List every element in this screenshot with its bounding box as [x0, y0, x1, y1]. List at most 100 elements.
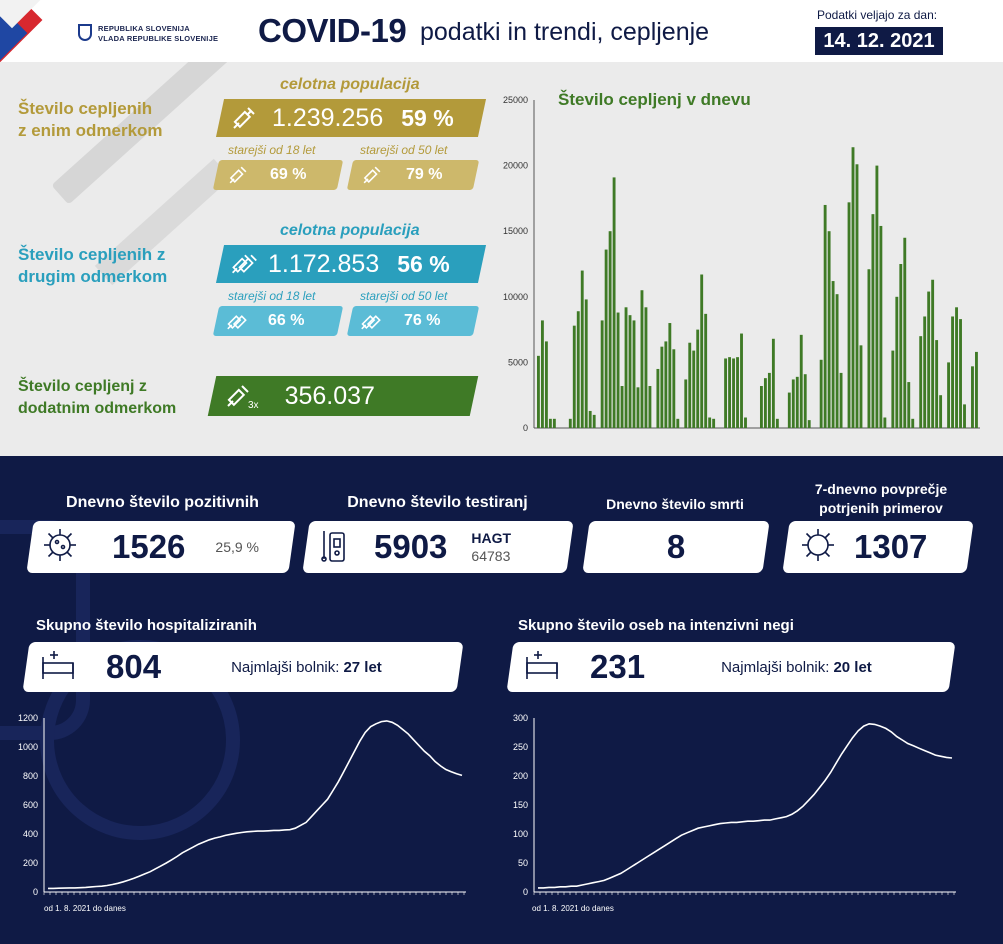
- vaccination-bar: [871, 214, 875, 428]
- vaccination-bar: [612, 177, 616, 428]
- booster-title-line1: Število cepljenj z: [18, 378, 147, 395]
- vaccination-bar: [568, 418, 572, 428]
- first-dose-age50-label: starejši od 50 let: [360, 143, 448, 157]
- vaccination-bar: [795, 376, 799, 428]
- y-tick-label: 200: [23, 858, 38, 868]
- y-tick-label: 250: [513, 742, 528, 752]
- y-tick-label: 0: [33, 887, 38, 897]
- vaccination-bar: [608, 231, 612, 428]
- vaccination-bar: [839, 372, 843, 428]
- vaccination-bar: [923, 316, 927, 428]
- vaccination-bar: [763, 378, 767, 428]
- vaccination-bar: [955, 307, 958, 428]
- y-tick-label: 300: [513, 713, 528, 723]
- second-dose-title-line2: drugim odmerkom: [18, 267, 168, 286]
- vaccination-bar: [819, 359, 823, 428]
- test-kit-icon: [318, 527, 348, 568]
- syringe-icon: [224, 382, 252, 410]
- deaths-card: 8: [582, 521, 770, 573]
- vaccination-bar: [676, 418, 680, 428]
- vaccination-bar: [712, 418, 716, 428]
- vaccination-bar: [831, 281, 835, 428]
- vaccination-bar: [807, 420, 811, 428]
- date-label: Podatki veljajo za dan:: [817, 8, 938, 22]
- vaccination-bar: [875, 165, 879, 428]
- hospital-value: 804: [106, 648, 162, 685]
- page-title: COVID-19: [258, 12, 407, 49]
- hagt-label: HAGT: [471, 530, 512, 546]
- vaccination-bar: [971, 366, 974, 428]
- vaccination-bar: [636, 387, 640, 428]
- second-dose-pop-label: celotna populacija: [280, 222, 420, 239]
- booster-count: 356.037: [284, 381, 375, 410]
- vaccination-bar: [572, 325, 576, 428]
- y-tick-label: 1200: [18, 713, 38, 723]
- vaccination-bar: [903, 237, 907, 428]
- vaccination-bar: [620, 386, 624, 428]
- vaccination-bar: [672, 349, 676, 428]
- avg7-title-line1: 7-dnevno povprečje: [814, 481, 948, 497]
- vaccination-bar: [696, 329, 700, 428]
- government-name: REPUBLIKA SLOVENIJA VLADA REPUBLIKE SLOV…: [98, 24, 218, 44]
- positive-title: Dnevno število pozitivnih: [66, 494, 259, 511]
- y-tick-label: 10000: [503, 292, 528, 302]
- vaccination-bar: [537, 355, 540, 428]
- first-dose-age50-pct: 79 %: [406, 166, 443, 183]
- vaccination-bar: [963, 404, 966, 428]
- vaccination-bar: [580, 270, 584, 428]
- second-dose-title: Število cepljenih z drugim odmerkom: [18, 244, 167, 288]
- vaccination-bar: [624, 307, 628, 428]
- series-line: [48, 720, 463, 890]
- vaccination-bar: [911, 418, 915, 428]
- first-dose-age18-bar: 69 %: [212, 160, 344, 190]
- vaccination-bar: [791, 379, 795, 428]
- hospital-bed-icon: [524, 649, 560, 686]
- first-dose-pop-label: celotna populacija: [280, 76, 420, 93]
- vaccination-bar: [616, 312, 620, 428]
- icu-value: 231: [590, 648, 646, 685]
- deaths-title: Dnevno število smrti: [606, 496, 744, 512]
- deaths-value: 8: [666, 528, 686, 565]
- vaccination-bar: [632, 320, 636, 428]
- first-dose-age18-pct: 69 %: [270, 166, 307, 183]
- date-value: 14. 12. 2021: [815, 27, 943, 55]
- vaccination-bar: [724, 358, 728, 428]
- syringe-icon: [224, 161, 252, 189]
- first-dose-title-line1: Število cepljenih: [18, 99, 153, 118]
- vaccination-bar: [576, 311, 580, 428]
- second-dose-age50-pct: 76 %: [404, 312, 441, 329]
- hospital-youngest-value: 27 let: [343, 658, 382, 676]
- hagt-value: 64783: [471, 548, 511, 564]
- virus-icon: [800, 527, 836, 568]
- vaccination-bar: [664, 341, 668, 428]
- vaccination-bar: [935, 340, 939, 428]
- vaccination-bar: [931, 279, 935, 428]
- first-dose-title: Število cepljenih z enim odmerkom: [18, 98, 163, 142]
- positive-pct: 25,9 %: [215, 539, 260, 555]
- vaccination-bar: [684, 379, 688, 428]
- vaccination-bar: [600, 320, 604, 428]
- vaccination-bar: [640, 290, 644, 428]
- y-tick-label: 600: [23, 800, 38, 810]
- vaccination-bar: [835, 294, 839, 428]
- second-dose-age18-pct: 66 %: [268, 312, 305, 329]
- first-dose-age50-bar: 79 %: [346, 160, 480, 190]
- hospital-youngest-label: Najmlajši bolnik:: [231, 658, 340, 676]
- first-dose-total-bar: 1.239.256 59 %: [215, 99, 487, 137]
- booster-bar: 3x 356.037: [207, 376, 479, 416]
- hospital-title: Skupno število hospitaliziranih: [36, 617, 257, 634]
- vaccination-bar: [584, 299, 588, 428]
- vaccination-bar: [668, 323, 672, 428]
- vaccination-bar: [899, 264, 903, 428]
- y-tick-label: 50: [518, 858, 528, 868]
- hospital-bed-icon: [40, 649, 76, 686]
- y-tick-label: 25000: [503, 95, 528, 105]
- y-tick-label: 0: [523, 423, 528, 433]
- syringe-double-icon: [230, 250, 258, 278]
- page-subtitle: podatki in trendi, cepljenje: [420, 18, 710, 46]
- y-tick-label: 20000: [503, 161, 528, 171]
- icu-card: 231 Najmlajši bolnik: 20 let: [506, 642, 956, 692]
- second-dose-count: 1.172.853: [268, 249, 380, 278]
- vaccination-bar: [740, 333, 743, 428]
- icu-x-note: od 1. 8. 2021 do danes: [532, 904, 614, 913]
